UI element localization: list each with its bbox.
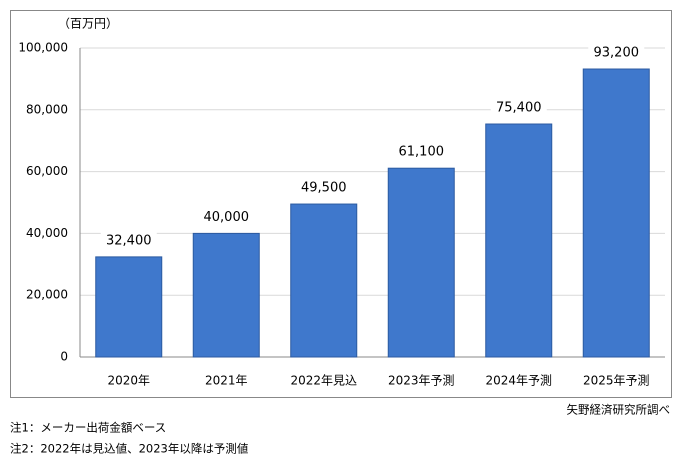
x-tick-label: 2021年 — [205, 374, 248, 388]
value-label: 61,100 — [399, 145, 445, 160]
y-tick-label: 0 — [60, 350, 68, 364]
y-tick-label: 100,000 — [18, 41, 68, 55]
note: 注1：メーカー出荷金額ベース — [10, 421, 166, 435]
value-label: 32,400 — [106, 233, 152, 248]
y-tick-label: 80,000 — [26, 102, 68, 116]
value-label-bg — [198, 207, 255, 226]
value-label-bg — [588, 43, 645, 62]
y-tick-label: 40,000 — [26, 226, 68, 240]
note: 注2：2022年は見込値、2023年以降は予測値 — [10, 442, 249, 456]
value-label: 93,200 — [594, 46, 640, 61]
bar — [387, 167, 455, 358]
x-tick-label: 2025年予測 — [583, 374, 650, 388]
y-tick-label: 60,000 — [26, 164, 68, 178]
value-label: 49,500 — [301, 181, 347, 196]
bar — [290, 203, 358, 358]
value-label-bg — [393, 142, 450, 161]
source: 矢野経済研究所調べ — [567, 403, 671, 417]
bar — [582, 68, 650, 358]
bar — [95, 256, 163, 358]
value-label: 75,400 — [496, 101, 542, 116]
bar — [485, 123, 553, 358]
x-tick-label: 2024年予測 — [485, 374, 552, 388]
value-label-bg — [490, 98, 547, 117]
x-tick-label: 2023年予測 — [388, 374, 455, 388]
x-tick-label: 2022年見込 — [290, 374, 357, 388]
x-tick-label: 2020年 — [107, 374, 150, 388]
value-label: 40,000 — [204, 210, 250, 225]
value-label-bg — [100, 230, 157, 249]
value-label-bg — [295, 178, 352, 197]
y-tick-label: 20,000 — [26, 288, 68, 302]
bar — [192, 232, 260, 358]
y-unit: （百万円） — [58, 17, 118, 31]
